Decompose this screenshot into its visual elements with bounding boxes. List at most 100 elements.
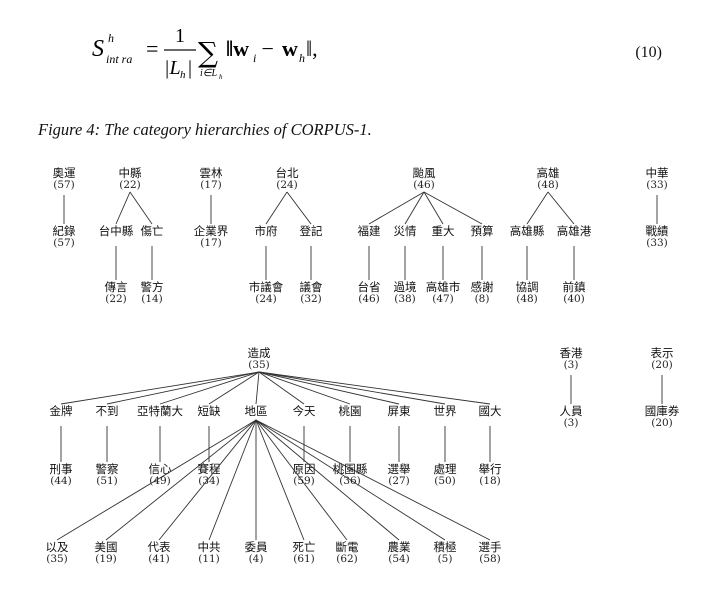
- edge: [286, 191, 312, 225]
- tree-6-root-label: 中華: [646, 166, 669, 180]
- tree-7-node-1-0-count: (51): [96, 475, 118, 487]
- tree-7-node-4-7-count: (54): [388, 553, 410, 565]
- edge: [423, 191, 483, 225]
- tree-2-node-0-count: (17): [200, 237, 222, 249]
- tree-7-node-9-0-count: (18): [479, 475, 501, 487]
- eq-sum-sub-h: h: [219, 73, 223, 81]
- tree-7-node-0-label: 金牌: [50, 404, 73, 418]
- tree-6-node-0-label: 戰績: [646, 224, 669, 238]
- tree-7-node-8-0-label: 處理: [434, 462, 457, 476]
- edge: [106, 371, 260, 405]
- eq-sum-sub: i∈L: [200, 68, 217, 79]
- tree-1-node-0-0-label: 傳言: [105, 280, 128, 294]
- tree-7-node-8-label: 世界: [434, 404, 457, 418]
- edge: [526, 191, 549, 225]
- tree-0-root-count: (57): [53, 179, 75, 191]
- tree-4-node-0-label: 福建: [358, 224, 381, 238]
- eq-frac-num: 1: [175, 25, 185, 47]
- tree-7-node-4-2-label: 代表: [148, 540, 171, 554]
- tree-7-node-3-label: 短缺: [198, 404, 221, 418]
- tree-7-node-4-9-count: (58): [479, 553, 501, 565]
- tree-5-node-1-label: 高雄港: [557, 224, 592, 238]
- tree-7-node-4-3-count: (11): [198, 553, 220, 565]
- tree-1-node-1-0-count: (14): [141, 293, 163, 305]
- tree-1-node-0-label: 台中縣: [99, 224, 134, 238]
- tree-7-node-5-label: 今天: [293, 404, 316, 418]
- tree-7-root-count: (35): [248, 359, 270, 371]
- tree-5-node-0-label: 高雄縣: [510, 224, 545, 238]
- tree-5-node-1-0-count: (40): [563, 293, 585, 305]
- edge: [258, 371, 446, 405]
- tree-7-node-3-0-label: 賽程: [198, 462, 221, 476]
- edge: [255, 371, 260, 405]
- eq-frac-den: |L: [164, 57, 181, 79]
- tree-1-node-0-0-count: (22): [105, 293, 127, 305]
- tree-7-node-4-8-label: 積極: [434, 540, 457, 554]
- tree-8-node-0-count: (3): [564, 417, 579, 429]
- eq-term-close: ‖,: [306, 36, 318, 61]
- tree-1-node-1-0-label: 警方: [141, 280, 164, 294]
- tree-7-node-9-0-label: 舉行: [479, 462, 502, 476]
- edge: [258, 371, 400, 405]
- tree-9-node-0-label: 國庫券: [645, 404, 680, 418]
- tree-4-node-1-label: 災情: [394, 224, 417, 238]
- tree-7-node-4-0-label: 以及: [46, 540, 69, 554]
- tree-7-node-4-7-label: 農業: [388, 540, 411, 554]
- edge: [423, 191, 444, 225]
- tree-4-node-3-0-count: (8): [475, 293, 490, 305]
- tree-7-node-2-label: 亞特蘭大: [137, 404, 183, 418]
- tree-7-node-4-4-count: (4): [249, 553, 264, 565]
- tree-6-node-0-count: (33): [646, 237, 668, 249]
- edge: [255, 419, 348, 541]
- tree-2-node-0-label: 企業界: [194, 224, 229, 238]
- tree-3-node-1-0-label: 議會: [300, 280, 323, 294]
- tree-8-node-0-label: 人員: [560, 404, 583, 418]
- tree-4-node-1-0-count: (38): [394, 293, 416, 305]
- figure-caption: Figure 4: The category hierarchies of CO…: [38, 120, 372, 139]
- tree-7-node-5-0-count: (59): [293, 475, 315, 487]
- tree-7-node-0-0-count: (44): [50, 475, 72, 487]
- eq-term-open: ‖w: [226, 36, 249, 61]
- tree-7-node-1-label: 不到: [96, 404, 119, 418]
- tree-3-node-0-label: 市府: [255, 224, 278, 238]
- tree-4-node-2-0-count: (47): [432, 293, 454, 305]
- tree-7-node-4-9-label: 選手: [479, 540, 502, 554]
- tree-7-node-7-label: 屏東: [388, 404, 411, 418]
- eq-frac-den-close: |: [188, 57, 192, 79]
- tree-2-root-label: 雲林: [200, 166, 223, 180]
- tree-7-node-6-0-count: (36): [339, 475, 361, 487]
- tree-7-node-4-6-label: 斷電: [336, 540, 359, 554]
- tree-4-node-2-label: 重大: [432, 224, 455, 238]
- edge: [208, 419, 257, 541]
- tree-7-node-8-0-count: (50): [434, 475, 456, 487]
- edge: [159, 371, 260, 405]
- tree-7-node-7-0-label: 選舉: [388, 462, 411, 476]
- eq-lhs-sub: int ra: [106, 52, 132, 66]
- tree-4-node-3-0-label: 感謝: [471, 280, 494, 294]
- tree-4-node-3-label: 預算: [471, 224, 494, 238]
- edge: [255, 419, 400, 541]
- edge: [158, 419, 257, 541]
- tree-3-root-label: 台北: [276, 166, 299, 180]
- eq-wi-sub: i: [253, 51, 256, 65]
- tree-7-node-6-0-label: 桃園縣: [333, 462, 368, 476]
- tree-8-root-count: (3): [564, 359, 579, 371]
- edge: [547, 191, 575, 225]
- edge: [255, 419, 305, 541]
- tree-7-node-4-2-count: (41): [148, 553, 170, 565]
- tree-7-node-5-0-label: 原因: [293, 462, 316, 476]
- tree-9-node-0-count: (20): [651, 417, 673, 429]
- tree-4-node-2-0-label: 高雄市: [426, 280, 461, 294]
- tree-4-root-label: 颱風: [413, 166, 436, 180]
- tree-9-root-label: 表示: [651, 346, 674, 360]
- tree-7-node-4-1-count: (19): [95, 553, 117, 565]
- tree-5-node-0-0-count: (48): [516, 293, 538, 305]
- eq-minus: −: [256, 36, 279, 61]
- eq-equals: =: [146, 36, 158, 61]
- tree-4-root-count: (46): [413, 179, 435, 191]
- eq-lhs-sup: h: [108, 31, 114, 45]
- tree-7-node-6-label: 桃園: [339, 404, 362, 418]
- equation-number: (10): [635, 44, 662, 61]
- eq-lhs: S: [92, 36, 104, 62]
